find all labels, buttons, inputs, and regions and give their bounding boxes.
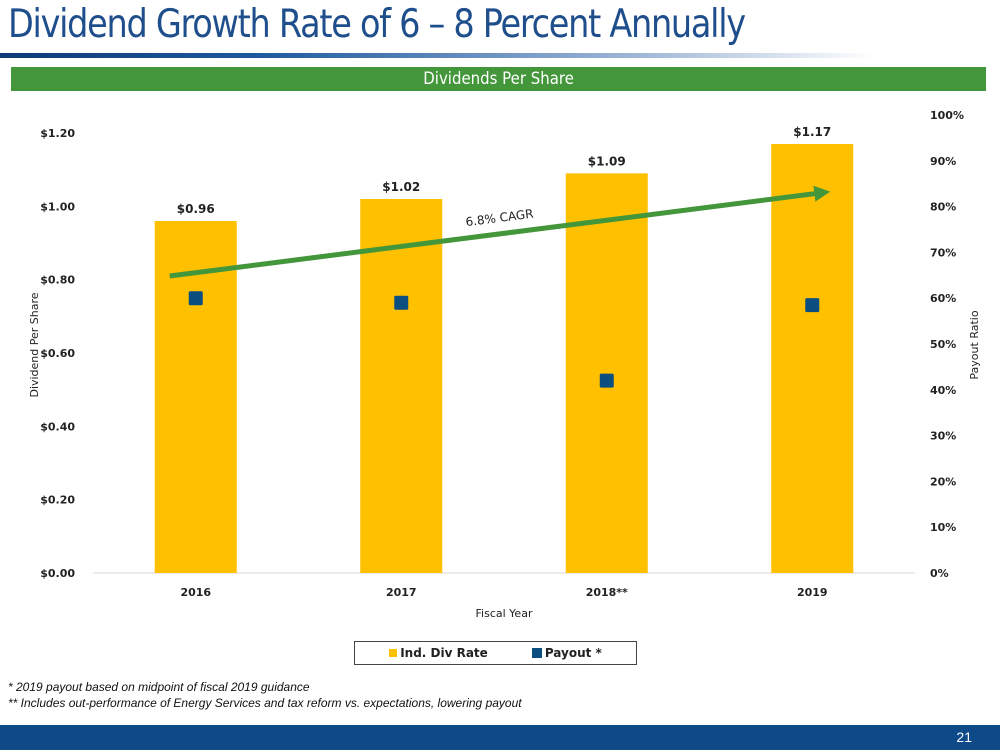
y2-tick-label: 80%: [930, 201, 956, 214]
y-tick-label: $0.00: [40, 567, 75, 580]
category-labels: 2016 2017 2018** 2019: [180, 586, 827, 599]
payout-marker: [394, 295, 409, 310]
legend-swatch-bar: [389, 649, 398, 657]
bar-value-label: $1.02: [382, 180, 420, 194]
x-tick-label: 2018**: [586, 586, 628, 599]
y-axis-title: Dividend Per Share: [28, 292, 41, 397]
bar-2018: [565, 173, 648, 573]
y2-tick-label: 10%: [930, 521, 956, 534]
chart-legend: Ind. Div Rate Payout *: [354, 641, 637, 665]
y-tick-label: $1.20: [40, 127, 75, 140]
y-tick-label: $0.60: [40, 347, 75, 360]
bar-value-label: $1.17: [793, 125, 831, 139]
x-tick-label: 2016: [180, 586, 211, 599]
legend-label: Ind. Div Rate: [400, 646, 488, 660]
y2-tick-label: 70%: [930, 246, 956, 259]
legend-swatch-marker: [531, 648, 542, 658]
x-tick-label: 2019: [797, 586, 828, 599]
chart-title-banner: Dividends Per Share: [11, 67, 986, 91]
bar-2016: [154, 221, 237, 573]
y-tick-label: $0.40: [40, 420, 75, 433]
footnote-1: * 2019 payout based on midpoint of fisca…: [8, 680, 310, 694]
footnote-2: ** Includes out-performance of Energy Se…: [8, 696, 522, 710]
y2-axis-title: Payout Ratio: [968, 310, 981, 379]
y2-tick-label: 40%: [930, 384, 956, 397]
title-underline: [0, 53, 875, 58]
x-axis-title: Fiscal Year: [476, 607, 533, 620]
y-tick-label: $0.20: [40, 494, 75, 507]
bar-value-label: $1.09: [588, 154, 626, 168]
y2-tick-label: 20%: [930, 475, 956, 488]
bar-value-label: $0.96: [177, 202, 215, 216]
payout-marker: [188, 291, 203, 306]
page-number: 21: [956, 729, 972, 745]
trend-line: [169, 191, 815, 279]
y2-tick-label: 0%: [930, 567, 949, 580]
dividend-chart: $0.00 $0.20 $0.40 $0.60 $0.80 $1.00 $1.20 0% 10…: [28, 109, 981, 620]
bar-2019: [771, 144, 854, 573]
right-axis-ticks: 0% 10% 20% 30% 40% 50% 60% 70% 80% 90% 100%: [930, 109, 964, 580]
legend-label: Payout *: [544, 646, 602, 660]
payout-markers: [188, 291, 820, 388]
slide-title: Dividend Growth Rate of 6 – 8 Percent An…: [8, 2, 746, 47]
bars: [154, 144, 854, 573]
legend-item-payout: Payout *: [531, 646, 602, 660]
y-tick-label: $0.80: [40, 274, 75, 287]
cagr-trend-arrow: 6.8% CAGR: [169, 185, 831, 279]
y-tick-label: $1.00: [40, 200, 75, 213]
legend-item-div-rate: Ind. Div Rate: [389, 646, 488, 660]
y2-tick-label: 90%: [930, 155, 956, 168]
y2-tick-label: 100%: [930, 109, 964, 122]
payout-marker: [805, 298, 820, 313]
bar-data-labels: $0.96 $1.02 $1.09 $1.17: [177, 125, 831, 216]
y2-tick-label: 60%: [930, 292, 956, 305]
y2-tick-label: 50%: [930, 338, 956, 351]
trend-arrowhead: [813, 185, 831, 202]
bar-2017: [360, 199, 443, 573]
payout-marker: [599, 373, 614, 388]
footer-bar: 21: [0, 725, 1000, 750]
left-axis-ticks: $0.00 $0.20 $0.40 $0.60 $0.80 $1.00 $1.20: [40, 127, 75, 580]
y2-tick-label: 30%: [930, 430, 956, 443]
x-tick-label: 2017: [386, 586, 417, 599]
cagr-annotation: 6.8% CAGR: [465, 207, 535, 230]
chart-title: Dividends Per Share: [423, 69, 574, 89]
